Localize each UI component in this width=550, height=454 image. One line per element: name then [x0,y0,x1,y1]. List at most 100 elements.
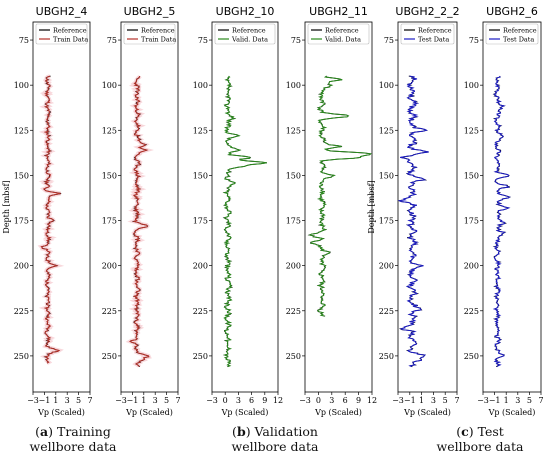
legend-label: Valid. Data [324,36,361,44]
x-tick-label: 1 [53,396,58,405]
y-tick-label: 200 [286,262,301,271]
legend-box [307,23,370,45]
y-tick-label: 75 [107,36,117,45]
series-data-line [128,75,150,367]
legend-label: Test Data [418,36,449,44]
y-tick-label: 225 [102,307,117,316]
x-tick-label: 7 [175,396,180,405]
y-axis-label: Depth [mbsf] [2,180,11,233]
y-tick-label: 200 [193,262,208,271]
y-tick-label: 150 [193,171,208,180]
x-tick-label: 5 [527,396,532,405]
y-tick-label: 200 [102,262,117,271]
panel-title: UBGH2_4 [36,5,88,18]
y-tick-label: 225 [286,307,301,316]
x-tick-label: 5 [164,396,169,405]
x-axis-label: Vp (Scaled) [403,408,451,417]
x-tick-label: 0 [316,396,321,405]
x-tick-label: 7 [454,396,459,405]
x-axis-label: Vp (Scaled) [488,408,536,417]
y-tick-label: 75 [469,36,479,45]
x-tick-label: 0 [223,396,228,405]
panel-title: UBGH2_6 [486,5,538,18]
x-tick-label: 3 [515,396,520,405]
y-tick-label: 175 [14,217,29,226]
y-tick-label: 200 [379,262,394,271]
caption-a: (a) Training wellbore data [29,424,117,454]
plot-frame [482,21,542,393]
panel-title: UBGH2_5 [124,5,176,18]
y-tick-label: 125 [464,126,479,135]
y-tick-label: 250 [286,352,301,361]
legend-label: Valid. Data [231,36,268,44]
x-tick-label: 9 [356,396,361,405]
x-tick-label: −3 [299,396,311,405]
x-tick-label: 5 [76,396,81,405]
y-axis-label: Depth [mbsf] [367,180,376,233]
x-tick-label: −1 [39,396,51,405]
x-tick-label: 3 [65,396,70,405]
x-axis-label: Vp (Scaled) [125,408,173,417]
x-tick-label: 1 [504,396,509,405]
x-tick-label: −3 [27,396,39,405]
legend-label: Test Data [503,36,534,44]
y-tick-label: 250 [193,352,208,361]
plot-frame [211,21,279,393]
y-tick-label: 250 [14,352,29,361]
well-panel-4: UBGH2_11 75 100 125 150 175 200 225 250 −3 0 3 6 9 12 V… [286,5,377,417]
y-tick-label: 150 [102,171,117,180]
plot-frame [120,21,179,393]
y-tick-label: 200 [464,262,479,271]
x-tick-label: 7 [538,396,543,405]
legend-label: Reference [325,27,359,35]
y-tick-label: 150 [286,171,301,180]
x-tick-label: 5 [443,396,448,405]
y-tick-label: 75 [291,36,301,45]
y-tick-label: 225 [464,307,479,316]
y-tick-label: 125 [14,126,29,135]
y-tick-label: 150 [464,171,479,180]
y-tick-label: 100 [193,81,208,90]
y-tick-label: 150 [379,171,394,180]
x-tick-label: 3 [153,396,158,405]
y-tick-label: 175 [464,217,479,226]
uncertainty-band [37,74,65,365]
x-tick-label: −3 [477,396,489,405]
series-data-line [222,75,267,368]
x-tick-label: 7 [87,396,92,405]
caption-b: (b) Validation wellbore data [231,424,319,454]
legend-label: Reference [53,27,87,35]
plot-frame [32,21,91,393]
x-tick-label: 3 [236,396,241,405]
y-tick-label: 125 [193,126,208,135]
legend-label: Train Data [141,36,176,44]
legend-label: Reference [232,27,266,35]
y-tick-label: 250 [102,352,117,361]
x-tick-label: −3 [206,396,218,405]
y-tick-label: 200 [14,262,29,271]
y-tick-label: 125 [286,126,301,135]
x-tick-label: 6 [249,396,254,405]
series-data-line [40,75,61,364]
x-tick-label: 3 [329,396,334,405]
x-axis-label: Vp (Scaled) [37,408,85,417]
x-tick-label: −3 [392,396,404,405]
x-axis-label: Vp (Scaled) [314,408,362,417]
y-tick-label: 75 [19,36,29,45]
y-tick-label: 250 [379,352,394,361]
y-tick-label: 100 [464,81,479,90]
y-tick-label: 175 [286,217,301,226]
x-tick-label: −1 [404,396,416,405]
x-tick-label: 3 [431,396,436,405]
y-tick-label: 100 [14,81,29,90]
x-tick-label: −1 [127,396,139,405]
y-tick-label: 225 [193,307,208,316]
x-tick-label: −1 [489,396,501,405]
y-tick-label: 75 [384,36,394,45]
y-tick-label: 225 [14,307,29,316]
y-tick-label: 125 [102,126,117,135]
x-tick-label: −3 [115,396,127,405]
y-tick-label: 100 [379,81,394,90]
well-panel-5: UBGH2_2_2 75 100 125 150 175 200 225 250 −3 −1 1 3 5 7… [367,5,460,417]
